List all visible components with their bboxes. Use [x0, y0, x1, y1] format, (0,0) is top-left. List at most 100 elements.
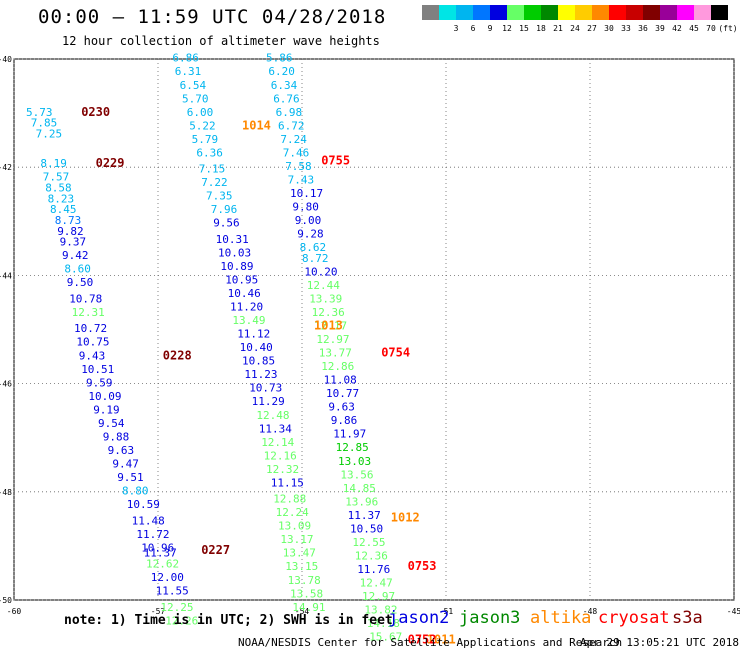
wave-height-value: 9.42 — [62, 249, 89, 262]
wave-height-value: 10.51 — [81, 363, 114, 376]
wave-height-value: 6.36 — [196, 146, 223, 159]
wave-height-value: 6.72 — [278, 119, 305, 132]
latitude-tick-label: -44 — [0, 271, 12, 280]
wave-height-value: 10.77 — [326, 387, 359, 400]
wave-height-value: 8.73 — [55, 214, 82, 227]
wave-height-value: 8.60 — [64, 263, 91, 276]
wave-height-value: 12.36 — [355, 549, 388, 562]
wave-height-value: 11.76 — [357, 563, 390, 576]
wave-height-value: 6.20 — [268, 65, 295, 78]
pass-time-label: 1014 — [242, 118, 271, 132]
wave-height-value: 8.62 — [300, 241, 327, 254]
wave-height-value: 8.58 — [45, 182, 71, 195]
wave-height-value: 13.96 — [345, 495, 378, 508]
wave-height-value: 14.85 — [343, 482, 376, 495]
color-swatch — [575, 5, 592, 20]
wave-height-value: 9.59 — [86, 376, 113, 389]
wave-height-value: 12.48 — [256, 409, 289, 422]
wave-height-value: 13.77 — [319, 347, 352, 360]
wave-height-value: 12.97 — [362, 590, 395, 603]
color-legend-label: 42 — [672, 24, 682, 33]
longitude-tick-label: -45 — [727, 607, 740, 616]
color-swatch — [660, 5, 677, 20]
color-swatch — [524, 5, 541, 20]
wave-height-value: 12.44 — [307, 279, 340, 292]
wave-height-value: 9.88 — [103, 430, 130, 443]
satellite-legend-cryosat: cryosat — [598, 608, 670, 628]
wave-height-value: 11.48 — [132, 514, 165, 527]
pass-time-label: 1013 — [314, 319, 343, 333]
wave-height-value: 9.28 — [297, 228, 324, 241]
color-legend-label: 39 — [655, 24, 665, 33]
wave-height-value: 9.00 — [295, 214, 322, 227]
pass-time-label: 0227 — [201, 543, 230, 557]
pass-time-label: 0228 — [163, 348, 192, 362]
wave-height-value: 7.58 — [285, 160, 312, 173]
color-legend-label: 36 — [638, 24, 648, 33]
satellite-legend-jason3: jason3 — [459, 608, 521, 628]
color-legend-label: 15 — [519, 24, 529, 33]
wave-height-value: 7.35 — [206, 190, 233, 203]
latitude-tick-label: -48 — [0, 488, 12, 497]
color-swatch — [677, 5, 694, 20]
wave-height-value: 12.97 — [316, 333, 349, 346]
longitude-tick-label: -60 — [7, 607, 22, 616]
color-swatch — [558, 5, 575, 20]
latitude-tick-label: -40 — [0, 55, 12, 64]
color-swatch — [626, 5, 643, 20]
color-legend-label: 30 — [604, 24, 614, 33]
longitude-tick-label: -48 — [583, 607, 598, 616]
wave-height-value: 10.31 — [216, 233, 249, 246]
color-swatch — [592, 5, 609, 20]
wave-height-value: 12.88 — [273, 493, 306, 506]
color-swatch — [711, 5, 728, 20]
wave-height-value: 6.54 — [180, 79, 207, 92]
wave-height-value: 10.17 — [290, 187, 323, 200]
wave-height-value: 11.37 — [348, 509, 381, 522]
wave-height-value: 9.63 — [328, 401, 355, 414]
wave-height-value: 12.62 — [146, 558, 179, 571]
wave-height-value: 8.23 — [48, 192, 75, 205]
color-legend-label: 18 — [536, 24, 546, 33]
wave-height-value: 11.20 — [230, 301, 263, 314]
color-legend-label: 27 — [587, 24, 597, 33]
wave-height-value: 7.15 — [199, 163, 226, 176]
wave-height-value: 13.15 — [285, 560, 318, 573]
latitude-tick-label: -42 — [0, 163, 12, 172]
wave-height-value: 12.16 — [264, 449, 297, 462]
wave-height-value: 6.86 — [172, 52, 199, 65]
wave-height-value: 12.26 — [165, 614, 198, 627]
wave-height-value: 8.72 — [302, 252, 329, 265]
wave-height-value: 7.96 — [211, 203, 238, 216]
wave-height-value: 9.50 — [67, 276, 94, 289]
wave-height-value: 9.80 — [292, 200, 319, 213]
wave-height-value: 12.25 — [160, 601, 193, 614]
wave-height-value: 13.47 — [283, 547, 316, 560]
color-legend-label: 3 — [453, 24, 459, 33]
wave-height-value: 12.55 — [352, 536, 385, 549]
wave-height-value: 13.78 — [288, 574, 321, 587]
wave-height-value: 10.09 — [88, 390, 121, 403]
wave-height-value: 11.08 — [324, 374, 357, 387]
wave-height-value: 6.76 — [273, 92, 300, 105]
wave-height-value: 13.09 — [278, 520, 311, 533]
color-swatch — [456, 5, 473, 20]
wave-height-value: 9.19 — [93, 403, 120, 416]
color-swatch — [609, 5, 626, 20]
wave-height-value: 7.24 — [280, 133, 307, 146]
credit-line: NOAA/NESDIS Center for Satellite Applica… — [238, 636, 623, 649]
color-legend-label: 6 — [470, 24, 476, 33]
color-swatch — [643, 5, 660, 20]
wave-height-value: 9.82 — [57, 225, 83, 238]
wave-height-value: 10.89 — [220, 260, 253, 273]
wave-height-value: 9.63 — [108, 444, 135, 457]
wave-height-value: 13.49 — [232, 314, 265, 327]
map-subtitle: 12 hour collection of altimeter wave hei… — [62, 34, 380, 48]
wave-height-value: 13.82 — [364, 604, 397, 617]
color-swatch — [694, 5, 711, 20]
wave-height-value: 9.56 — [213, 217, 240, 230]
wave-height-value: 7.43 — [288, 173, 315, 186]
color-swatch — [490, 5, 507, 20]
wave-height-value: 9.47 — [112, 457, 138, 470]
satellite-legend-altika: altika — [530, 608, 592, 628]
